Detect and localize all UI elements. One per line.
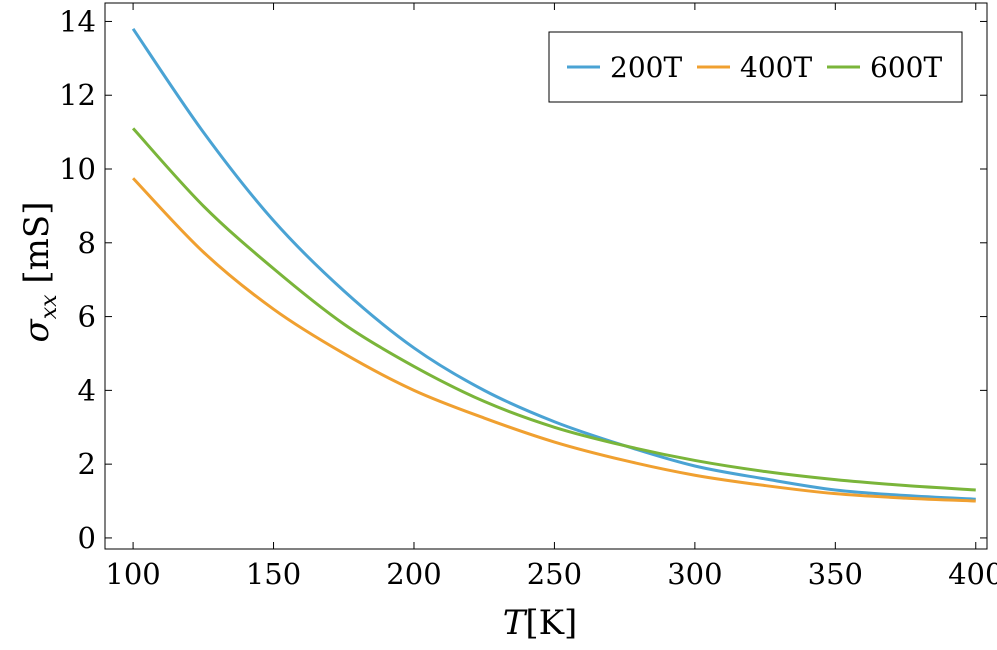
x-axis-ticks: 100 150 200 250 300 350 400 [105, 3, 997, 591]
x-tick-label: 350 [808, 557, 863, 591]
series-lines [131, 27, 976, 503]
series-line-400t [132, 177, 976, 503]
y-tick-label: 6 [78, 300, 96, 334]
y-tick-label: 8 [78, 226, 96, 260]
legend-label-400t: 400T [740, 51, 812, 84]
y-tick-label: 4 [78, 373, 96, 407]
x-tick-label: 250 [527, 557, 582, 591]
x-axis-label: T[K] [503, 603, 578, 643]
series-line-600t [131, 127, 976, 492]
y-tick-label: 0 [78, 521, 96, 555]
y-axis-label: σxx [mS] [17, 202, 62, 343]
x-tick-label: 400 [948, 557, 997, 591]
y-tick-label: 14 [59, 4, 96, 38]
series-line-200t [131, 27, 976, 501]
legend: 200T 400T 600T [548, 31, 963, 103]
plot-frame [104, 2, 988, 550]
x-tick-label: 300 [667, 557, 722, 591]
y-tick-label: 10 [59, 152, 96, 186]
y-tick-label: 12 [59, 78, 96, 112]
y-axis-ticks: 0 2 4 6 8 10 12 14 [59, 4, 987, 555]
x-tick-label: 150 [246, 557, 301, 591]
x-tick-label: 100 [105, 557, 160, 591]
legend-label-200t: 200T [610, 51, 682, 84]
x-tick-label: 200 [386, 557, 441, 591]
y-tick-label: 2 [78, 447, 96, 481]
legend-label-600t: 600T [870, 51, 942, 84]
legend-box [548, 31, 963, 103]
